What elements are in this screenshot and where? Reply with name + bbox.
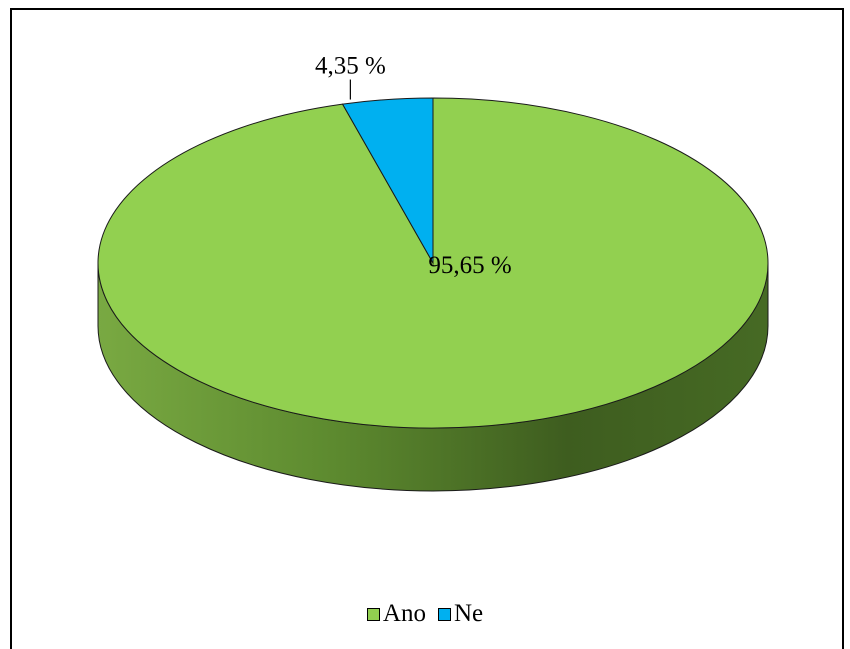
data-label-ne: 4,35 % (315, 53, 386, 80)
legend-item-ne: Ne (437, 600, 484, 628)
legend-label-ano: Ano (382, 600, 426, 627)
legend-swatch-ano (366, 607, 380, 621)
pie-slice-ne (341, 97, 434, 265)
legend: Ano Ne (0, 596, 850, 632)
legend-label-ne: Ne (453, 600, 484, 627)
legend-swatch-ne (437, 607, 451, 621)
data-label-ano: 95,65 % (428, 252, 511, 279)
legend-item-ano: Ano (366, 600, 426, 628)
